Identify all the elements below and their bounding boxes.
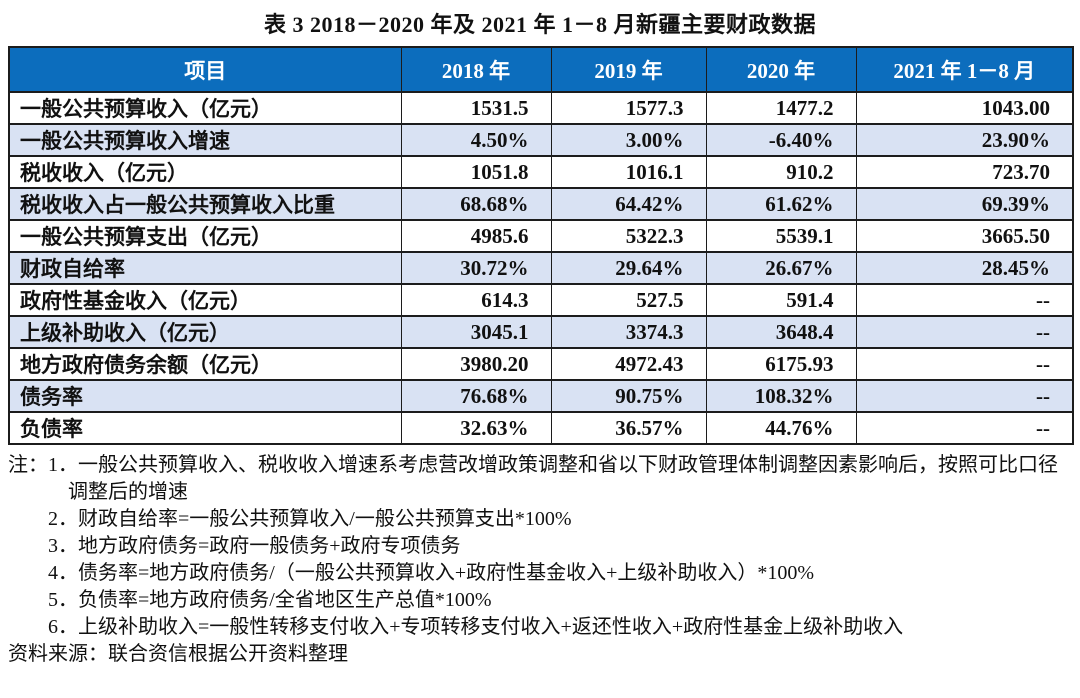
table-row: 一般公共预算支出（亿元） 4985.6 5322.3 5539.1 3665.50 <box>8 219 1074 253</box>
notes-prefix: 注： <box>8 454 48 476</box>
cell-value: 61.62% <box>705 187 857 221</box>
table-row: 税收收入占一般公共预算收入比重 68.68% 64.42% 61.62% 69.39% <box>8 187 1074 221</box>
table-title: 表 3 2018－2020 年及 2021 年 1－8 月新疆主要财政数据 <box>263 12 816 37</box>
table-row: 税收收入（亿元） 1051.8 1016.1 910.2 723.70 <box>8 155 1074 189</box>
row-label: 一般公共预算收入增速 <box>8 123 402 157</box>
cell-value: -- <box>855 411 1074 445</box>
note-item: 4．债务率=地方政府债务/（一般公共预算收入+政府性基金收入+上级补助收入）*1… <box>48 562 815 584</box>
table-row: 一般公共预算收入（亿元） 1531.5 1577.3 1477.2 1043.00 <box>8 91 1074 125</box>
cell-value: 1531.5 <box>400 91 552 125</box>
row-label: 财政自给率 <box>8 251 402 285</box>
cell-value: 3665.50 <box>855 219 1074 253</box>
cell-value: 527.5 <box>550 283 707 317</box>
row-label: 一般公共预算收入（亿元） <box>8 91 402 125</box>
table-header-row: 项目 2018 年 2019 年 2020 年 2021 年 1－8 月 <box>8 46 1074 93</box>
column-header-year: 2019 年 <box>550 46 707 93</box>
table-row: 一般公共预算收入增速 4.50% 3.00% -6.40% 23.90% <box>8 123 1074 157</box>
row-label: 地方政府债务余额（亿元） <box>8 347 402 381</box>
cell-value: 1477.2 <box>705 91 857 125</box>
financial-data-table: 项目 2018 年 2019 年 2020 年 2021 年 1－8 月 一般公共预算收… <box>8 46 1074 445</box>
row-label: 债务率 <box>8 379 402 413</box>
cell-value: 4.50% <box>400 123 552 157</box>
cell-value: 23.90% <box>855 123 1074 157</box>
table-row: 上级补助收入（亿元） 3045.1 3374.3 3648.4 -- <box>8 315 1074 349</box>
cell-value: 26.67% <box>705 251 857 285</box>
note-item: 3．地方政府债务=政府一般债务+政府专项债务 <box>48 535 461 557</box>
row-label: 负债率 <box>8 411 402 445</box>
cell-value: 3374.3 <box>550 315 707 349</box>
cell-value: 3980.20 <box>400 347 552 381</box>
cell-value: 1051.8 <box>400 155 552 189</box>
cell-value: 30.72% <box>400 251 552 285</box>
row-label: 一般公共预算支出（亿元） <box>8 219 402 253</box>
cell-value: 910.2 <box>705 155 857 189</box>
cell-value: 36.57% <box>550 411 707 445</box>
cell-value: 44.76% <box>705 411 857 445</box>
row-label: 政府性基金收入（亿元） <box>8 283 402 317</box>
cell-value: 6175.93 <box>705 347 857 381</box>
column-header-year: 2020 年 <box>705 46 857 93</box>
note-item: 1．一般公共预算收入、税收收入增速系考虑营改增政策调整和省以下财政管理体制调整因… <box>48 454 1058 503</box>
cell-value: 614.3 <box>400 283 552 317</box>
cell-value: 32.63% <box>400 411 552 445</box>
cell-value: 1577.3 <box>550 91 707 125</box>
column-header-year: 2021 年 1－8 月 <box>855 46 1074 93</box>
column-header-year: 2018 年 <box>400 46 552 93</box>
cell-value: 3.00% <box>550 123 707 157</box>
cell-value: -- <box>855 379 1074 413</box>
row-label: 上级补助收入（亿元） <box>8 315 402 349</box>
table-row: 地方政府债务余额（亿元） 3980.20 4972.43 6175.93 -- <box>8 347 1074 381</box>
note-item: 6．上级补助收入=一般性转移支付收入+专项转移支付收入+返还性收入+政府性基金上… <box>48 616 904 638</box>
note-item: 2．财政自给率=一般公共预算收入/一般公共预算支出*100% <box>48 508 572 530</box>
source-line: 资料来源：联合资信根据公开资料整理 <box>8 643 348 665</box>
cell-value: 76.68% <box>400 379 552 413</box>
cell-value: 28.45% <box>855 251 1074 285</box>
cell-value: 29.64% <box>550 251 707 285</box>
cell-value: 3045.1 <box>400 315 552 349</box>
note-item: 5．负债率=地方政府债务/全省地区生产总值*100% <box>48 589 492 611</box>
cell-value: 64.42% <box>550 187 707 221</box>
cell-value: 5322.3 <box>550 219 707 253</box>
cell-value: 591.4 <box>705 283 857 317</box>
cell-value: 108.32% <box>705 379 857 413</box>
cell-value: 4985.6 <box>400 219 552 253</box>
cell-value: 1016.1 <box>550 155 707 189</box>
cell-value: -- <box>855 347 1074 381</box>
cell-value: -- <box>855 315 1074 349</box>
table-row: 负债率 32.63% 36.57% 44.76% -- <box>8 411 1074 445</box>
cell-value: 69.39% <box>855 187 1074 221</box>
cell-value: 3648.4 <box>705 315 857 349</box>
cell-value: -- <box>855 283 1074 317</box>
cell-value: -6.40% <box>705 123 857 157</box>
cell-value: 1043.00 <box>855 91 1074 125</box>
table-row: 债务率 76.68% 90.75% 108.32% -- <box>8 379 1074 413</box>
cell-value: 68.68% <box>400 187 552 221</box>
row-label: 税收收入占一般公共预算收入比重 <box>8 187 402 221</box>
cell-value: 5539.1 <box>705 219 857 253</box>
cell-value: 90.75% <box>550 379 707 413</box>
table-row: 政府性基金收入（亿元） 614.3 527.5 591.4 -- <box>8 283 1074 317</box>
column-header-item: 项目 <box>8 46 402 93</box>
table-row: 财政自给率 30.72% 29.64% 26.67% 28.45% <box>8 251 1074 285</box>
cell-value: 4972.43 <box>550 347 707 381</box>
row-label: 税收收入（亿元） <box>8 155 402 189</box>
cell-value: 723.70 <box>855 155 1074 189</box>
notes-section: 注： 1．一般公共预算收入、税收收入增速系考虑营改增政策调整和省以下财政管理体制… <box>8 452 1072 641</box>
